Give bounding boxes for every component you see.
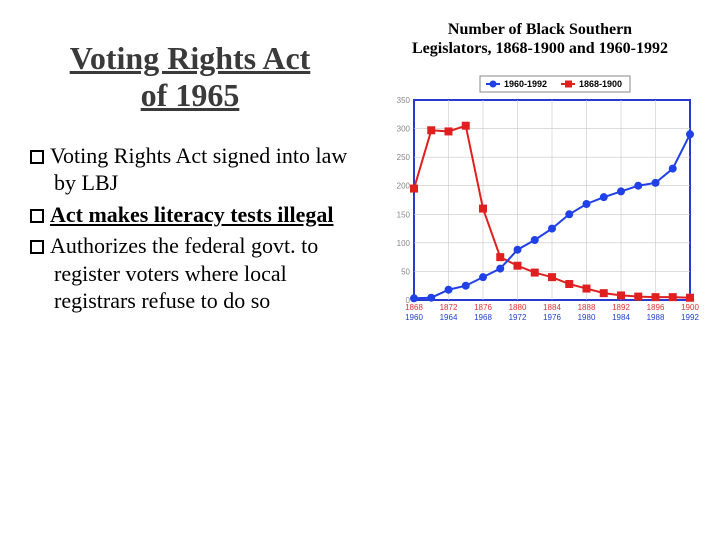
svg-text:250: 250 — [397, 154, 411, 163]
svg-text:1960-1992: 1960-1992 — [504, 79, 547, 89]
bullet-list: Voting Rights Act signed into law by LBJ… — [30, 142, 350, 315]
svg-text:1872: 1872 — [440, 303, 458, 312]
svg-text:1880: 1880 — [509, 303, 527, 312]
svg-text:1960: 1960 — [405, 313, 423, 322]
svg-text:1968: 1968 — [474, 313, 492, 322]
bullet-item: Voting Rights Act signed into law by LBJ — [30, 142, 350, 197]
page-title: Voting Rights Act of 1965 — [30, 40, 350, 114]
svg-text:350: 350 — [397, 96, 411, 105]
svg-text:1984: 1984 — [612, 313, 630, 322]
title-line2: of 1965 — [141, 77, 240, 113]
square-bullet-icon — [30, 150, 44, 164]
chart-svg: 0501001502002503003501868196018721964187… — [380, 70, 700, 330]
svg-text:1868: 1868 — [405, 303, 423, 312]
title-line1: Voting Rights Act — [70, 40, 311, 76]
svg-text:150: 150 — [397, 211, 411, 220]
square-bullet-icon — [30, 209, 44, 223]
svg-text:1972: 1972 — [509, 313, 527, 322]
svg-text:300: 300 — [397, 125, 411, 134]
svg-text:1888: 1888 — [578, 303, 596, 312]
svg-text:1988: 1988 — [647, 313, 665, 322]
square-bullet-icon — [30, 240, 44, 254]
svg-text:1964: 1964 — [440, 313, 458, 322]
svg-text:1884: 1884 — [543, 303, 561, 312]
chart-title: Number of Black Southern Legislators, 18… — [380, 20, 700, 58]
svg-text:200: 200 — [397, 182, 411, 191]
svg-text:50: 50 — [401, 268, 410, 277]
svg-text:1876: 1876 — [474, 303, 492, 312]
svg-text:1980: 1980 — [578, 313, 596, 322]
bullet-item: Act makes literacy tests illegal — [30, 201, 350, 229]
svg-text:1868-1900: 1868-1900 — [579, 79, 622, 89]
svg-text:100: 100 — [397, 239, 411, 248]
svg-text:1900: 1900 — [681, 303, 699, 312]
svg-text:1892: 1892 — [612, 303, 630, 312]
svg-text:1992: 1992 — [681, 313, 699, 322]
legislators-chart: 0501001502002503003501868196018721964187… — [380, 70, 700, 330]
svg-text:1896: 1896 — [647, 303, 665, 312]
svg-text:1976: 1976 — [543, 313, 561, 322]
bullet-item: Authorizes the federal govt. to register… — [30, 232, 350, 315]
